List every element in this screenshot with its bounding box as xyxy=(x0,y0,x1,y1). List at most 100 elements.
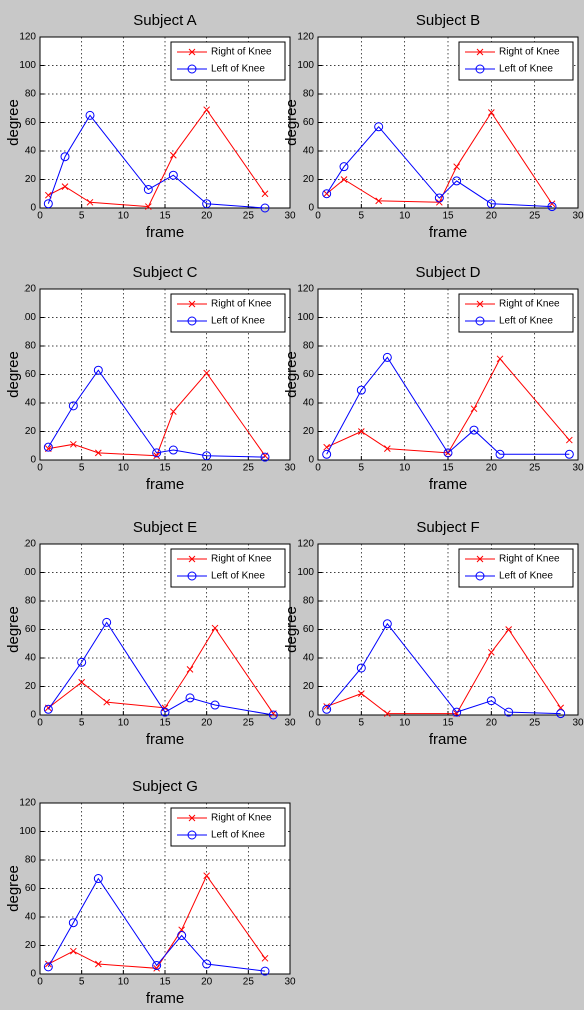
y-tick-label: 80 xyxy=(25,855,37,866)
marker xyxy=(160,707,170,717)
x-tick-label: 20 xyxy=(201,211,213,222)
y-tick-labels: 0 20 40 60 80 100 120 xyxy=(19,32,36,214)
marker xyxy=(564,449,574,459)
y-axis-label: degree xyxy=(283,351,300,398)
marker xyxy=(356,385,366,395)
marker xyxy=(556,709,566,719)
y-tick-labels: 0 20 40 60 80 100 120 xyxy=(297,539,314,721)
x-tick-label: 25 xyxy=(529,718,541,729)
y-tick-labels: 0 20 40 60 80 100 120 xyxy=(297,284,314,466)
y-tick-label: 80 xyxy=(25,341,37,352)
marker xyxy=(470,405,478,413)
marker xyxy=(77,657,87,667)
legend-box xyxy=(458,41,574,81)
y-tick-label: 0 xyxy=(30,203,36,214)
y-tick-label: 20 xyxy=(303,681,315,692)
x-tick-label: 25 xyxy=(243,211,255,222)
legend-marker xyxy=(476,48,484,56)
y-tick-label: 80 xyxy=(303,89,315,100)
x-tick-label: 30 xyxy=(284,977,296,988)
marker xyxy=(322,449,332,459)
marker xyxy=(452,176,462,186)
x-axis-label: frame xyxy=(146,731,184,748)
legend-marker xyxy=(475,571,485,581)
marker xyxy=(177,931,187,941)
x-tick-label: 5 xyxy=(79,977,85,988)
x-tick-label: 15 xyxy=(442,718,454,729)
marker xyxy=(268,710,278,720)
legend-label: Left of Knee xyxy=(211,316,265,327)
y-tick-label: 80 xyxy=(25,596,37,607)
marker xyxy=(168,445,178,455)
legend-box xyxy=(458,548,574,588)
x-tick-label: 10 xyxy=(118,977,130,988)
chart-title: Subject A xyxy=(133,12,196,29)
x-axis-label: frame xyxy=(429,476,467,493)
y-tick-label: 60 xyxy=(25,369,37,380)
series-line xyxy=(326,356,570,455)
series-line xyxy=(47,877,266,972)
y-tick-label: 60 xyxy=(25,883,37,894)
y-tick-label: 0 xyxy=(308,710,314,721)
marker xyxy=(486,696,496,706)
x-tick-label: 20 xyxy=(486,463,498,474)
chart-title: Subject E xyxy=(133,519,197,536)
x-axis-label: frame xyxy=(146,224,184,241)
marker xyxy=(495,449,505,459)
marker xyxy=(94,960,102,968)
marker xyxy=(78,678,86,686)
y-tick-label: 40 xyxy=(303,398,315,409)
x-tick-label: 30 xyxy=(284,463,296,474)
y-tick-label: 20 xyxy=(303,174,315,185)
x-tick-label: 15 xyxy=(159,463,171,474)
marker xyxy=(69,947,77,955)
y-tick-label: 20 xyxy=(25,426,37,437)
legend-label: Right of Knee xyxy=(211,554,272,565)
legend-marker xyxy=(476,300,484,308)
y-tick-label: 0 xyxy=(30,455,36,466)
legend-label: Left of Knee xyxy=(211,64,265,75)
y-tick-label: 20 xyxy=(25,174,37,185)
y-tick-label: 100 xyxy=(297,60,314,71)
legend-label: Right of Knee xyxy=(499,554,560,565)
legend-marker xyxy=(188,555,196,563)
marker xyxy=(102,617,112,627)
marker xyxy=(323,703,331,710)
x-tick-label: 30 xyxy=(572,463,584,474)
axes-frame xyxy=(39,543,291,716)
x-axis-label: frame xyxy=(429,731,467,748)
y-axis-label: degree xyxy=(5,606,22,653)
marker xyxy=(443,448,453,458)
marker xyxy=(357,428,365,435)
marker xyxy=(203,106,211,114)
y-tick-label: 0 xyxy=(308,455,314,466)
x-tick-label: 10 xyxy=(399,211,411,222)
y-tick-label: 0 xyxy=(30,710,36,721)
legend-box xyxy=(170,548,286,588)
marker xyxy=(43,704,53,714)
x-axis-label: frame xyxy=(429,224,467,241)
y-tick-label: 100 xyxy=(19,567,36,578)
marker xyxy=(153,964,161,972)
marker xyxy=(169,151,177,159)
x-tick-label: 15 xyxy=(442,211,454,222)
subplot: 0 20 40 60 80 100 120 0 5 10 15 20 25 30 Subject C fram… xyxy=(5,264,296,493)
x-tick-label: 0 xyxy=(37,718,43,729)
x-tick-label: 15 xyxy=(159,211,171,222)
marker xyxy=(487,109,495,116)
marker xyxy=(504,707,514,717)
marker xyxy=(202,199,212,209)
marker xyxy=(43,962,53,972)
series-line xyxy=(47,114,266,209)
x-tick-label: 5 xyxy=(359,463,365,474)
marker xyxy=(103,698,111,706)
legend-label: Left of Knee xyxy=(211,571,265,582)
legend-marker xyxy=(475,316,485,326)
x-tick-label: 0 xyxy=(315,211,321,222)
y-tick-labels: 0 20 40 60 80 100 120 xyxy=(19,798,36,980)
series-line xyxy=(47,621,274,716)
marker xyxy=(93,874,103,884)
x-tick-label: 10 xyxy=(118,463,130,474)
y-tick-label: 100 xyxy=(19,826,36,837)
